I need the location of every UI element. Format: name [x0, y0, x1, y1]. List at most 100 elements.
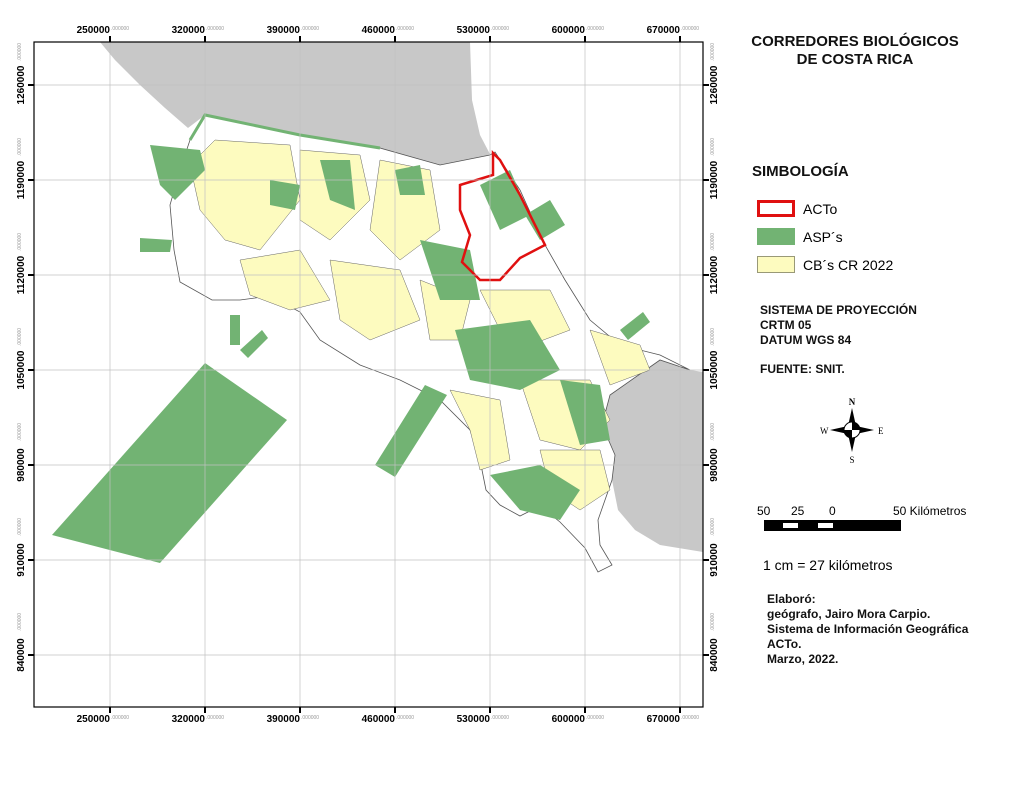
x-tick-suffix: .000000 — [681, 26, 699, 32]
title-line: CORREDORES BIOLÓGICOS — [751, 33, 959, 50]
legend-label: ACTo — [803, 200, 838, 217]
marine-protected-area — [52, 363, 287, 563]
y-tick-suffix: .000000 — [710, 423, 716, 441]
protected-areas — [52, 145, 650, 563]
scale-bar — [764, 520, 901, 531]
x-tick-label: 530000 — [457, 714, 491, 725]
scale-ratio: 1 cm = 27 kilómetros — [763, 557, 893, 573]
y-tick-suffix: .000000 — [17, 613, 23, 631]
y-tick-suffix: .000000 — [710, 328, 716, 346]
y-tick-label: 1260000 — [709, 65, 720, 104]
y-tick-label: 1050000 — [16, 350, 27, 389]
x-tick-suffix: .000000 — [111, 715, 129, 721]
x-tick-label: 600000 — [552, 25, 586, 36]
south-label: S — [849, 455, 854, 465]
y-tick-label: 1050000 — [709, 350, 720, 389]
x-tick-label: 250000 — [77, 714, 111, 725]
y-tick-label: 980000 — [16, 448, 27, 482]
y-tick-label: 980000 — [709, 448, 720, 482]
y-tick-label: 1190000 — [709, 160, 720, 199]
panama-landmass — [602, 360, 703, 552]
x-tick-suffix: .000000 — [681, 715, 699, 721]
credit-line: ACTo. — [767, 637, 802, 651]
credits: Elaboró: geógrafo, Jairo Mora Carpio. Si… — [767, 592, 968, 667]
x-tick-label: 460000 — [362, 714, 396, 725]
source-info: FUENTE: SNIT. — [760, 362, 845, 376]
legend-label: ASP´s — [803, 228, 843, 245]
y-tick-suffix: .000000 — [17, 43, 23, 61]
map-title: CORREDORES BIOLÓGICOS DE COSTA RICA — [745, 33, 965, 69]
y-tick-label: 1260000 — [16, 65, 27, 104]
x-tick-label: 390000 — [267, 25, 301, 36]
y-tick-suffix: .000000 — [17, 138, 23, 156]
coordinate-ticks: 250000.000000250000.000000320000.0000003… — [16, 25, 720, 725]
x-tick-suffix: .000000 — [586, 26, 604, 32]
x-tick-label: 390000 — [267, 714, 301, 725]
legend-label: CB´s CR 2022 — [803, 256, 894, 273]
legend-swatch — [757, 256, 795, 273]
legend-swatch — [757, 228, 795, 245]
marine-protected-area — [375, 385, 447, 477]
legend-item-asp: ASP´s — [757, 228, 843, 245]
scale-label: 25 — [791, 504, 805, 518]
north-arrow: N S E W — [820, 397, 884, 465]
x-tick-suffix: .000000 — [491, 715, 509, 721]
y-tick-suffix: .000000 — [710, 138, 716, 156]
x-tick-label: 670000 — [647, 25, 681, 36]
y-tick-suffix: .000000 — [710, 43, 716, 61]
acto-boundary — [458, 149, 547, 282]
x-tick-suffix: .000000 — [206, 715, 224, 721]
x-tick-label: 670000 — [647, 714, 681, 725]
y-tick-suffix: .000000 — [17, 233, 23, 251]
biological-corridors — [189, 139, 651, 511]
projection-info: SISTEMA DE PROYECCIÓN CRTM 05 DATUM WGS … — [760, 303, 917, 348]
north-coast-asp-strip — [188, 113, 381, 150]
x-tick-suffix: .000000 — [396, 715, 414, 721]
projection-line: DATUM WGS 84 — [760, 333, 852, 347]
x-tick-suffix: .000000 — [206, 26, 224, 32]
x-tick-label: 320000 — [172, 714, 206, 725]
y-tick-label: 840000 — [709, 638, 720, 672]
legend-item-acto: ACTo — [757, 200, 837, 217]
x-tick-suffix: .000000 — [396, 26, 414, 32]
legend-title: SIMBOLOGÍA — [752, 163, 849, 180]
legend-swatch — [757, 200, 795, 217]
x-tick-label: 460000 — [362, 25, 396, 36]
projection-line: SISTEMA DE PROYECCIÓN — [760, 303, 917, 317]
x-tick-suffix: .000000 — [301, 26, 319, 32]
credit-line: Sistema de Información Geográfica — [767, 622, 969, 636]
y-tick-suffix: .000000 — [17, 423, 23, 441]
y-tick-suffix: .000000 — [710, 613, 716, 631]
y-tick-suffix: .000000 — [710, 518, 716, 536]
x-tick-suffix: .000000 — [301, 715, 319, 721]
title-line: DE COSTA RICA — [796, 51, 914, 68]
x-tick-suffix: .000000 — [111, 26, 129, 32]
x-tick-label: 530000 — [457, 25, 491, 36]
credit-line: geógrafo, Jairo Mora Carpio. — [767, 607, 931, 621]
coordinate-grid — [34, 42, 703, 707]
east-label: E — [878, 426, 884, 436]
y-tick-suffix: .000000 — [17, 328, 23, 346]
credit-line: Marzo, 2022. — [767, 652, 839, 666]
x-tick-label: 320000 — [172, 25, 206, 36]
y-tick-label: 1190000 — [16, 160, 27, 199]
x-tick-label: 600000 — [552, 714, 586, 725]
y-tick-suffix: .000000 — [17, 518, 23, 536]
west-label: W — [820, 426, 829, 436]
x-tick-suffix: .000000 — [586, 715, 604, 721]
credit-line: Elaboró: — [767, 592, 816, 606]
x-tick-label: 250000 — [77, 25, 111, 36]
scale-label: 50 — [757, 504, 771, 518]
legend-item-cb: CB´s CR 2022 — [757, 256, 893, 273]
map-border — [33, 41, 704, 708]
y-tick-label: 1120000 — [709, 255, 720, 294]
y-tick-label: 840000 — [16, 638, 27, 672]
y-tick-label: 910000 — [16, 543, 27, 577]
x-tick-suffix: .000000 — [491, 26, 509, 32]
scale-label: 0 — [829, 504, 836, 518]
nicaragua-landmass — [100, 42, 492, 165]
y-tick-label: 910000 — [709, 543, 720, 577]
y-tick-suffix: .000000 — [710, 233, 716, 251]
scale-label: 50 Kilómetros — [893, 504, 967, 518]
